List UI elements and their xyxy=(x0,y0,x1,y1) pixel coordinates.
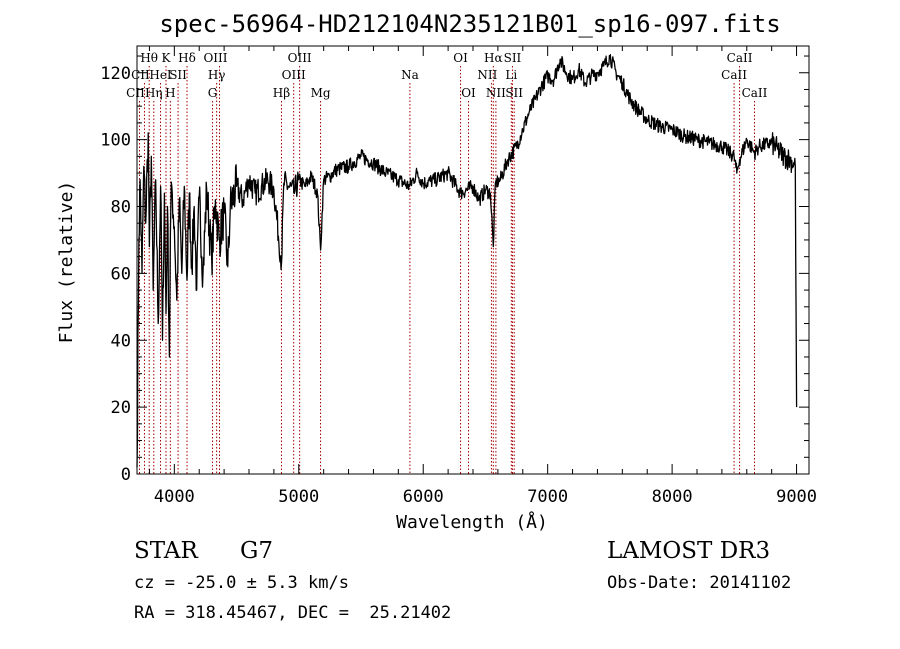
x-tick-label: 7000 xyxy=(527,487,568,507)
x-axis: 4000 5000 6000 7000 8000 9000 xyxy=(148,46,817,507)
spectral-line-label: SII xyxy=(169,68,187,82)
spectral-line-label: Hγ xyxy=(208,68,226,82)
spectral-line-label: Li xyxy=(505,68,517,82)
y-axis-label: Flux (relative) xyxy=(56,181,77,344)
spectral-line-label: SII xyxy=(505,86,523,100)
x-tick-label: 5000 xyxy=(278,487,319,507)
plot-frame xyxy=(136,45,810,475)
spectral-line-label: CaII xyxy=(727,51,753,65)
spectral-line-label: OIII xyxy=(282,68,306,82)
y-axis: 0 20 40 60 80 100 120 xyxy=(100,55,809,485)
spectral-line-label: H xyxy=(165,86,175,100)
y-tick-label: 0 xyxy=(121,465,131,485)
y-tick-label: 100 xyxy=(100,131,131,151)
spectral-line-label: G xyxy=(208,86,218,100)
spectral-line-label: OI xyxy=(453,51,468,65)
y-tick-label: 20 xyxy=(111,398,131,418)
y-tick-label: 120 xyxy=(100,64,131,84)
object-subclass: G7 xyxy=(240,538,274,564)
y-tick-label: 40 xyxy=(111,331,131,351)
spectral-line-label: CII xyxy=(131,68,150,82)
spectral-line-label: CaII xyxy=(742,86,768,100)
spectral-line-label: CII xyxy=(126,86,145,100)
spectral-line-label: K xyxy=(162,51,172,65)
cz-value: cz = -25.0 ± 5.3 km/s xyxy=(134,573,349,593)
chart-title: spec-56964-HD212104N235121B01_sp16-097.f… xyxy=(159,10,780,38)
spectral-line-label: OIII xyxy=(203,51,227,65)
x-axis-label: Wavelength (Å) xyxy=(396,511,548,533)
spectral-line-label: Hδ xyxy=(178,51,196,65)
survey-name: LAMOST DR3 xyxy=(607,538,771,564)
y-tick-label: 80 xyxy=(111,198,131,218)
x-tick-label: 8000 xyxy=(652,487,693,507)
spectral-line-label: Hβ xyxy=(273,86,290,100)
x-tick-label: 6000 xyxy=(403,487,444,507)
x-tick-label: 4000 xyxy=(154,487,195,507)
coordinates: RA = 318.45467, DEC = 25.21402 xyxy=(134,603,452,623)
y-tick-label: 60 xyxy=(111,264,131,284)
spectral-lines xyxy=(138,66,755,474)
spectral-line-label: Hη xyxy=(145,86,163,100)
spectral-line-label: HeI xyxy=(149,68,172,82)
spectral-line-label: SII xyxy=(504,51,522,65)
obs-date: Obs-Date: 20141102 xyxy=(607,573,792,593)
spectral-line-label: Mg xyxy=(311,86,331,100)
spectral-line-label: CaII xyxy=(721,68,747,82)
spectral-line-label: Hθ xyxy=(140,51,158,65)
spectral-line-label: NII xyxy=(477,68,497,82)
spectral-line-label: NII xyxy=(486,86,506,100)
object-type: STAR xyxy=(134,538,198,564)
spectral-line-label: Hα xyxy=(484,51,503,65)
spectral-line-label: OIII xyxy=(288,51,312,65)
spectrum-series-line xyxy=(136,54,798,468)
x-tick-label: 9000 xyxy=(776,487,817,507)
spectral-line-label: Na xyxy=(401,68,419,82)
spectral-line-label: OI xyxy=(461,86,476,100)
